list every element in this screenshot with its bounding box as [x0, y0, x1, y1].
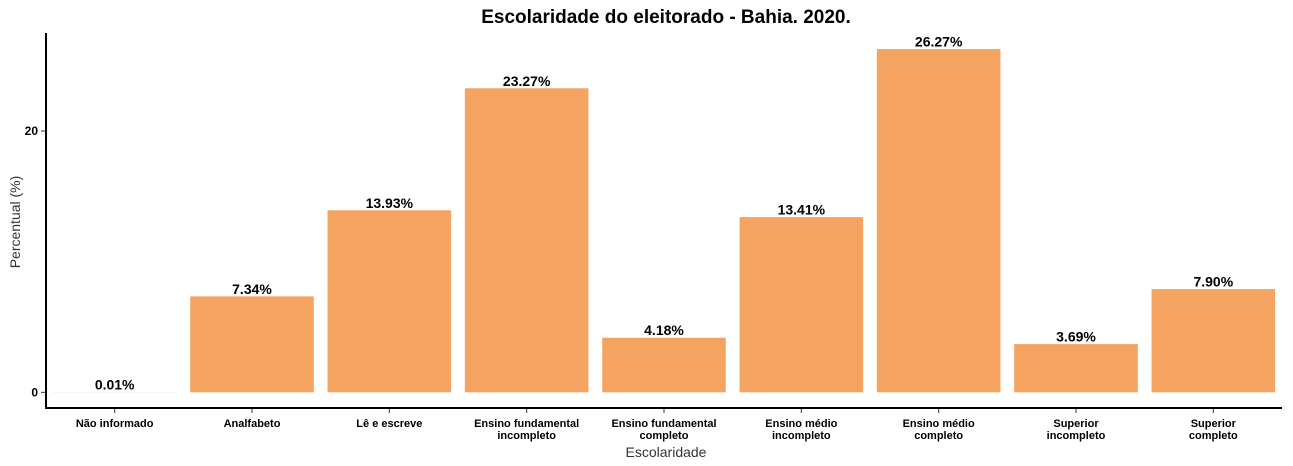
y-tick-label: 0: [31, 385, 38, 399]
x-tick-label-line: completo: [1189, 430, 1238, 442]
y-axis-title: Percentual (%): [7, 176, 23, 269]
chart-title: Escolaridade do eleitorado - Bahia. 2020…: [481, 7, 851, 28]
bar: [464, 88, 589, 393]
x-axis-title: Escolaridade: [626, 444, 707, 460]
x-tick-label-line: Analfabeto: [224, 418, 281, 430]
data-label: 13.93%: [366, 195, 414, 211]
bar: [1014, 344, 1138, 393]
x-tick-label-line: completo: [640, 430, 689, 442]
x-tick-label-line: Superior: [1191, 418, 1237, 430]
data-label: 0.01%: [95, 377, 135, 393]
data-label: 23.27%: [503, 73, 551, 89]
x-tick-label: Não informado: [76, 418, 154, 430]
data-labels-layer: 0.01% 7.34% 13.93% 23.27% 4.18% 13.41% 26.27% 3…: [95, 34, 1234, 393]
y-tick-label: 20: [25, 124, 39, 138]
bar: [190, 296, 314, 393]
x-tick-label: Lê e escreve: [356, 418, 422, 430]
bar: [876, 49, 1001, 393]
x-tick-label: Superior completo: [1189, 418, 1238, 442]
bar: [602, 337, 726, 393]
bar: [739, 217, 864, 393]
x-tick-label: Analfabeto: [224, 418, 281, 430]
bar: [1151, 289, 1276, 393]
bar: [327, 210, 452, 393]
x-tick-label-line: incompleto: [497, 430, 556, 442]
x-tick-label-line: incompleto: [1047, 430, 1106, 442]
x-tick-label: Ensino médio incompleto: [765, 418, 837, 442]
bars-layer: [52, 49, 1276, 393]
x-tick-label: Ensino fundamental incompleto: [474, 418, 579, 442]
x-tick-label-line: incompleto: [772, 430, 831, 442]
x-tick-label: Ensino médio completo: [903, 418, 975, 442]
x-tick-label-line: Ensino fundamental: [474, 418, 579, 430]
data-label: 4.18%: [644, 322, 684, 338]
x-tick-label: Ensino fundamental completo: [611, 418, 716, 442]
x-tick-label-line: Não informado: [76, 418, 154, 430]
data-label: 13.41%: [778, 202, 826, 218]
x-tick-label: Superior incompleto: [1047, 418, 1106, 442]
data-label: 7.34%: [232, 281, 272, 297]
x-tick-label-line: Lê e escreve: [356, 418, 422, 430]
x-tick-label-line: Ensino médio: [765, 418, 837, 430]
x-tick-label-line: completo: [914, 430, 963, 442]
x-tick-label-line: Ensino médio: [903, 418, 975, 430]
data-label: 3.69%: [1056, 329, 1096, 345]
axes-layer: Não informado Analfabeto Lê e escreve Ensin…: [25, 33, 1282, 442]
data-label: 26.27%: [915, 34, 963, 50]
data-label: 7.90%: [1193, 274, 1233, 290]
x-tick-label-line: Superior: [1053, 418, 1099, 430]
x-tick-label-line: Ensino fundamental: [611, 418, 716, 430]
